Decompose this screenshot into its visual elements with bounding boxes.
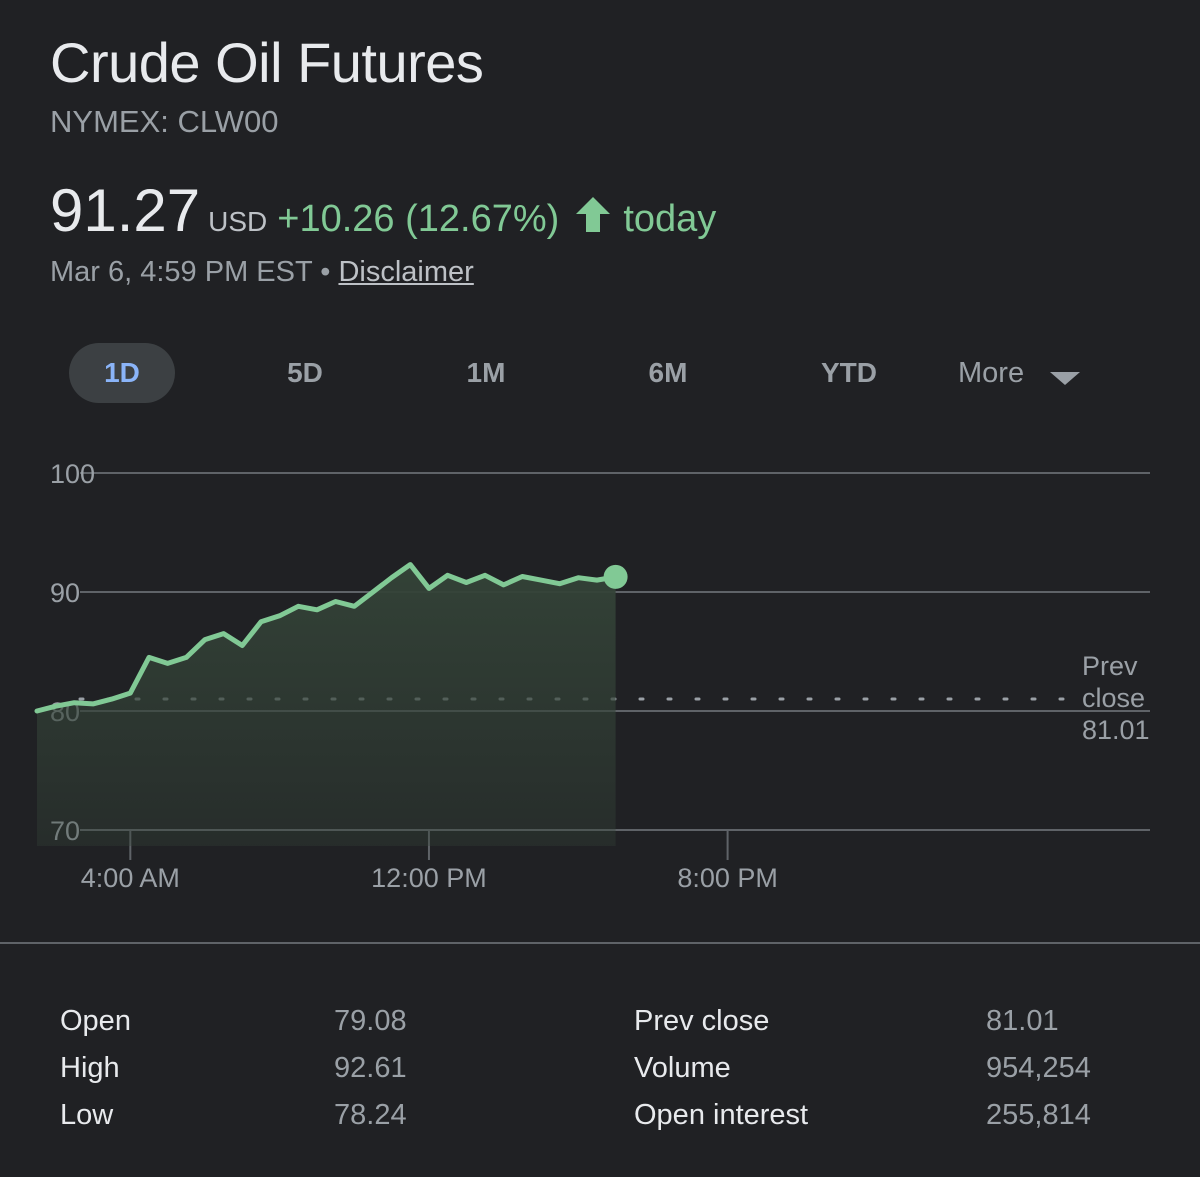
- tab-1d[interactable]: 1D: [69, 343, 175, 403]
- price-change: +10.26 (12.67%): [277, 198, 560, 240]
- current-price: 91.27: [50, 177, 201, 244]
- stat-label-high: High: [60, 1052, 120, 1084]
- caret-down-icon: [1050, 371, 1081, 385]
- price-summary: 91.27 USD +10.26 (12.67%) today: [50, 176, 716, 246]
- tab-5d[interactable]: 5D: [287, 357, 323, 388]
- stat-label-prev-close: Prev close: [634, 1005, 770, 1037]
- ticker-symbol: NYMEX: CLW00: [50, 104, 279, 139]
- section-divider: [0, 942, 1200, 944]
- quote-timestamp: Mar 6, 4:59 PM EST: [50, 256, 313, 288]
- stat-label-low: Low: [60, 1099, 114, 1131]
- y-tick-label-1: 90: [50, 578, 80, 608]
- arrow-up-icon: [573, 195, 613, 233]
- prev-close-label-0: Prev: [1082, 651, 1138, 681]
- change-period: today: [623, 198, 717, 240]
- stat-value-volume: 954,254: [986, 1052, 1091, 1084]
- series-area: [37, 564, 616, 846]
- more-label: More: [958, 357, 1025, 389]
- stat-label-volume: Volume: [634, 1052, 731, 1084]
- prev-close-label-2: 81.01: [1082, 715, 1150, 745]
- tab-ytd[interactable]: YTD: [821, 357, 877, 388]
- more-ranges-button[interactable]: More: [958, 343, 1081, 403]
- stat-value-open: 79.08: [334, 1005, 407, 1037]
- last-price-dot: [603, 564, 628, 589]
- x-tick-label-1: 12:00 PM: [371, 863, 487, 893]
- currency-code: USD: [208, 206, 268, 237]
- tab-6m[interactable]: 6M: [648, 357, 688, 388]
- range-tabs: 1D 5D 1M 6M YTD More: [0, 343, 1200, 403]
- prev-close-label-1: close: [1082, 683, 1145, 713]
- series-line: [34, 562, 619, 714]
- y-tick-label-0: 100: [50, 459, 95, 489]
- x-tick-label-2: 8:00 PM: [677, 863, 778, 893]
- separator-dot: •: [320, 256, 331, 288]
- stat-label-open-interest: Open interest: [634, 1099, 809, 1131]
- x-tick-label-0: 4:00 AM: [81, 863, 180, 893]
- quote-timestamp-row: Mar 6, 4:59 PM EST • Disclaimer: [50, 256, 474, 289]
- disclaimer-link[interactable]: Disclaimer: [338, 256, 474, 288]
- stat-value-high: 92.61: [334, 1052, 407, 1084]
- page-title: Crude Oil Futures: [50, 31, 484, 94]
- stat-value-prev-close: 81.01: [986, 1005, 1059, 1037]
- tab-1m[interactable]: 1M: [466, 357, 506, 388]
- stat-label-open: Open: [60, 1005, 131, 1037]
- stat-value-open-interest: 255,814: [986, 1099, 1091, 1131]
- stat-value-low: 78.24: [334, 1099, 407, 1131]
